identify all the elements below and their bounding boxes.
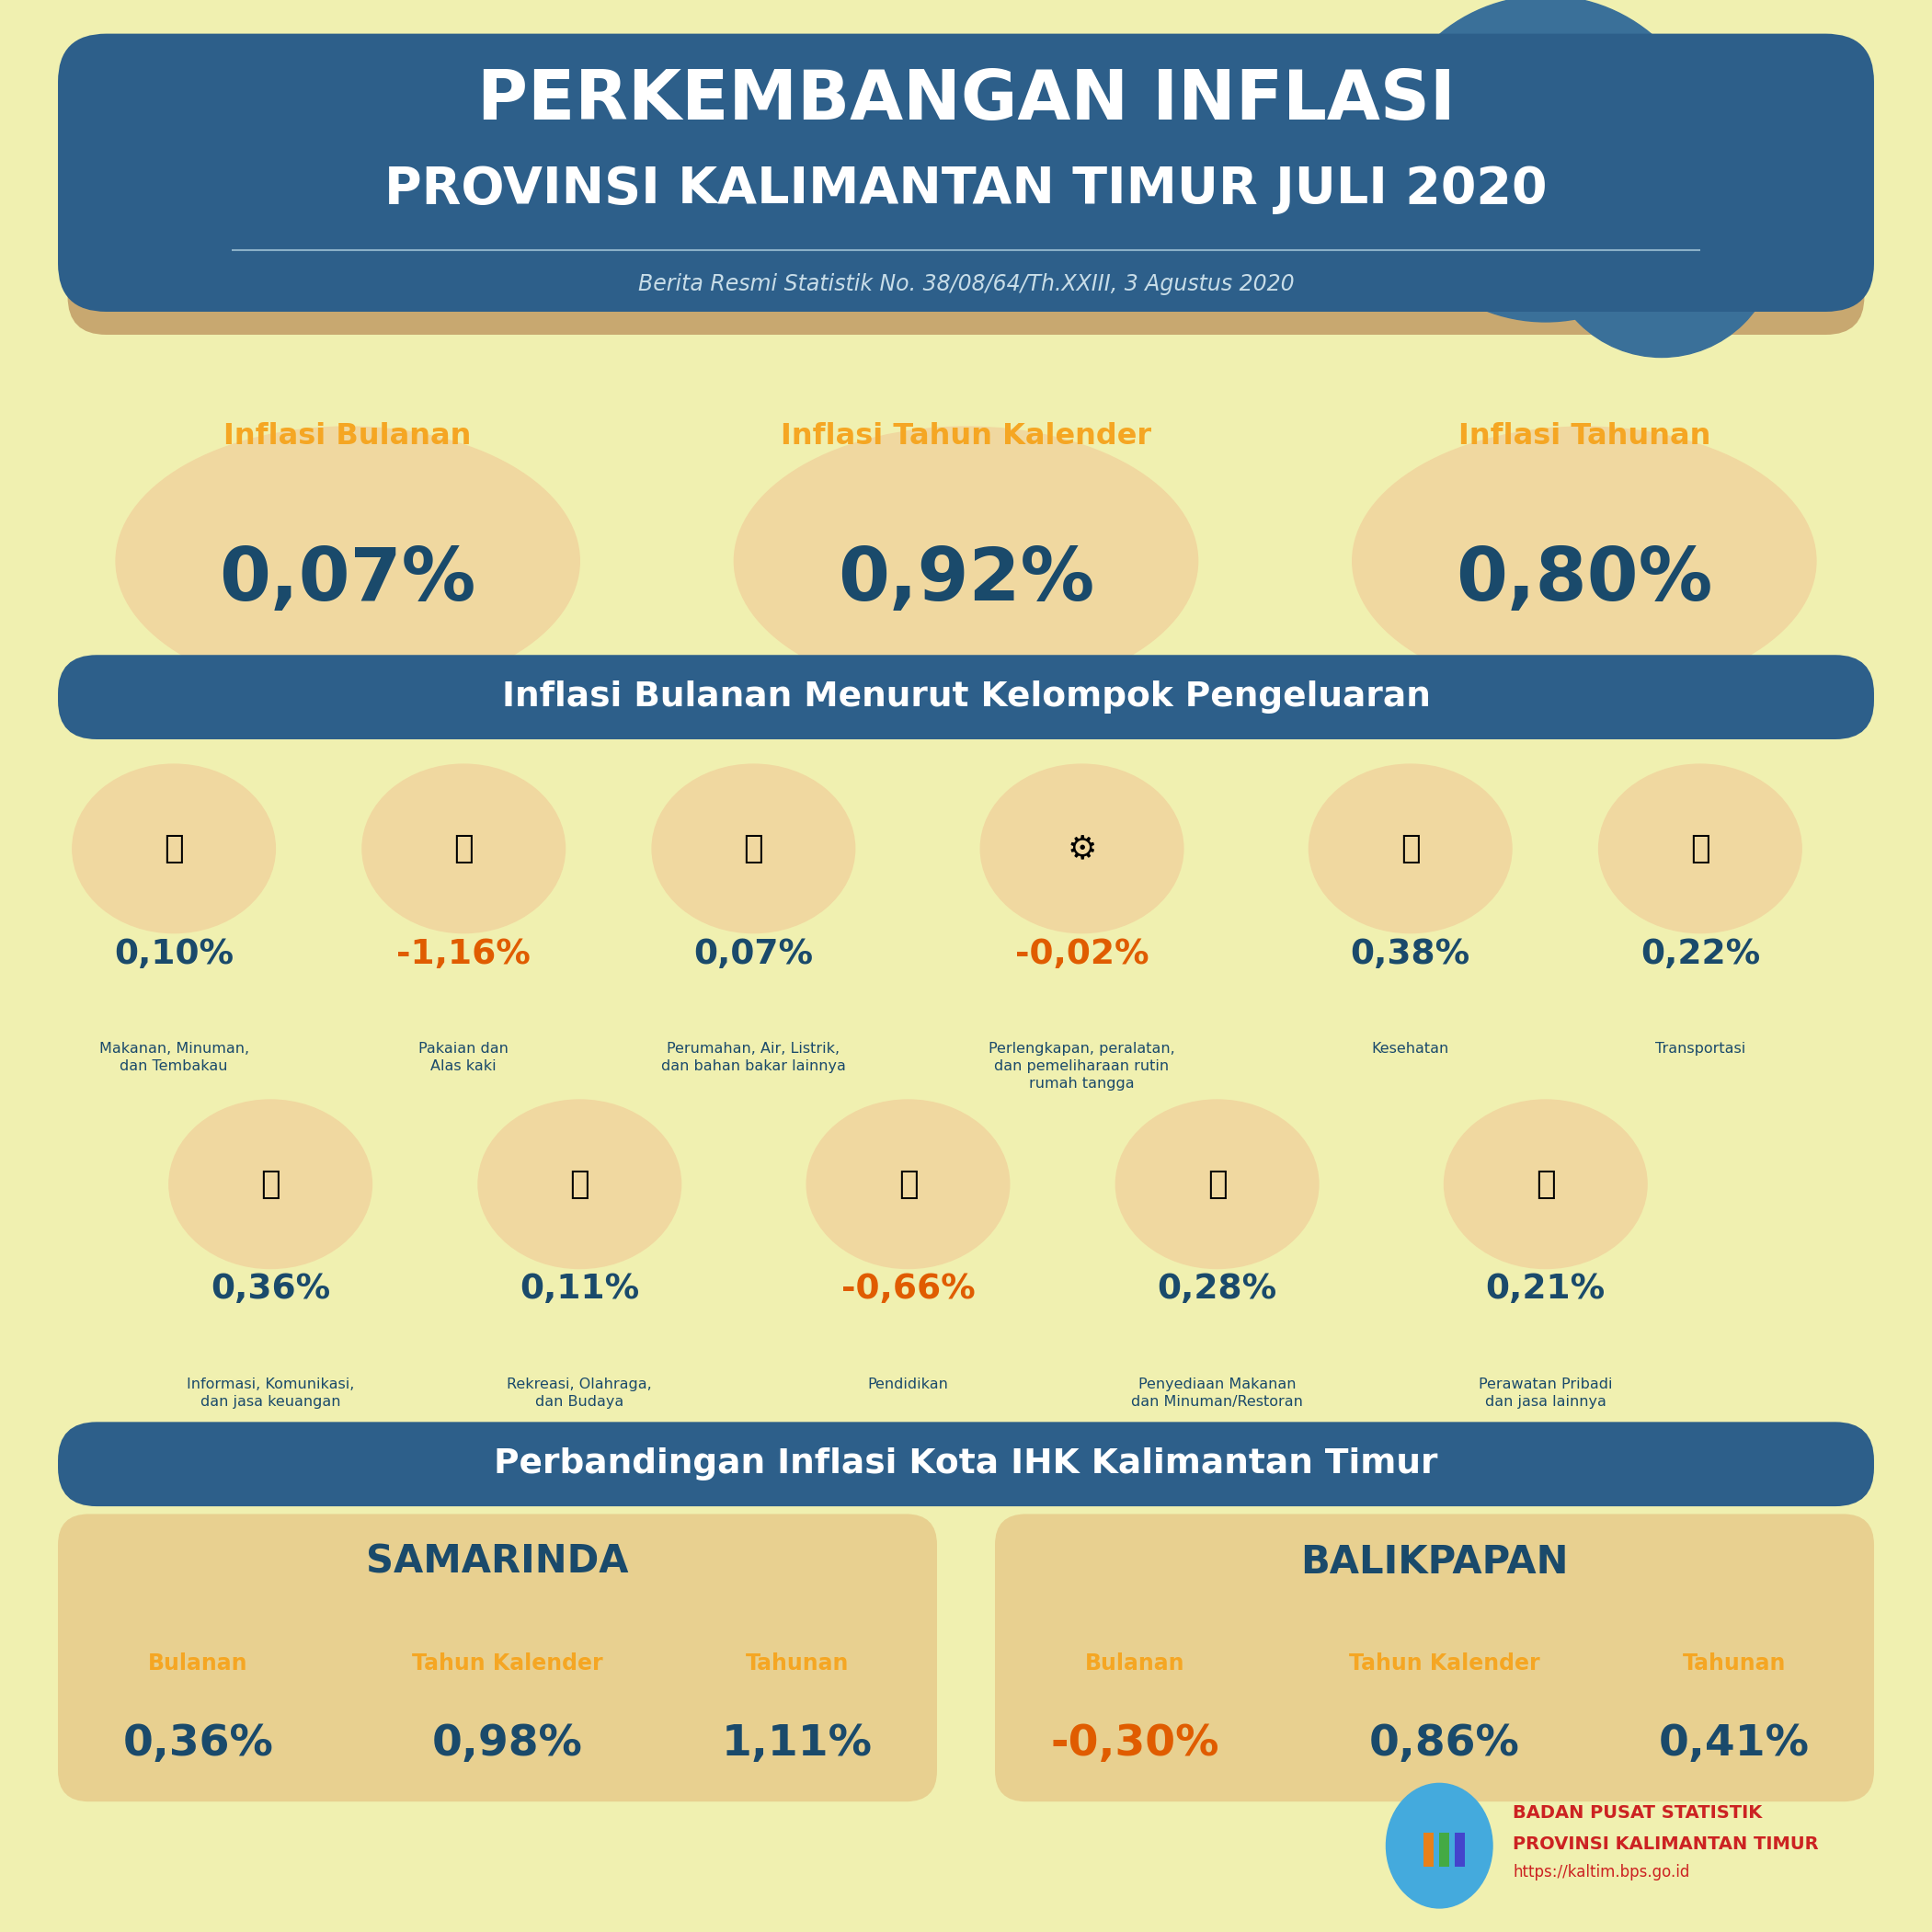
Text: -0,02%: -0,02% <box>1014 937 1150 970</box>
Text: Perawatan Pribadi
dan jasa lainnya: Perawatan Pribadi dan jasa lainnya <box>1478 1378 1613 1408</box>
Text: Berita Resmi Statistik No. 38/08/64/Th.XXIII, 3 Agustus 2020: Berita Resmi Statistik No. 38/08/64/Th.X… <box>638 272 1294 296</box>
Circle shape <box>1381 0 1710 323</box>
Text: Kesehatan: Kesehatan <box>1372 1041 1449 1057</box>
Text: Transportasi: Transportasi <box>1656 1041 1745 1057</box>
FancyBboxPatch shape <box>58 1422 1874 1507</box>
Circle shape <box>1546 128 1777 357</box>
Text: Inflasi Bulanan: Inflasi Bulanan <box>224 421 471 450</box>
Text: 0,36%: 0,36% <box>211 1273 330 1306</box>
Text: 0,38%: 0,38% <box>1350 937 1470 970</box>
Text: Inflasi Tahun Kalender: Inflasi Tahun Kalender <box>781 421 1151 450</box>
Text: 0,07%: 0,07% <box>220 545 475 616</box>
Text: Pendidikan: Pendidikan <box>867 1378 949 1391</box>
Text: -0,66%: -0,66% <box>840 1273 976 1306</box>
FancyBboxPatch shape <box>68 251 1864 334</box>
Ellipse shape <box>806 1099 1009 1269</box>
Text: Tahun Kalender: Tahun Kalender <box>412 1652 603 1675</box>
Text: BALIKPAPAN: BALIKPAPAN <box>1300 1542 1569 1580</box>
Text: 0,36%: 0,36% <box>124 1723 272 1764</box>
Text: SAMARINDA: SAMARINDA <box>367 1542 628 1580</box>
Text: Inflasi Bulanan Menurut Kelompok Pengeluaran: Inflasi Bulanan Menurut Kelompok Pengelu… <box>502 680 1430 713</box>
FancyBboxPatch shape <box>58 1515 937 1803</box>
Text: Bulanan: Bulanan <box>1086 1652 1184 1675</box>
Text: Perlengkapan, peralatan,
dan pemeliharaan rutin
rumah tangga: Perlengkapan, peralatan, dan pemeliharaa… <box>989 1041 1175 1090</box>
FancyBboxPatch shape <box>1439 1832 1449 1866</box>
Text: -1,16%: -1,16% <box>396 937 531 970</box>
Text: Makanan, Minuman,
dan Tembakau: Makanan, Minuman, dan Tembakau <box>99 1041 249 1072</box>
Ellipse shape <box>651 765 854 933</box>
Text: 0,86%: 0,86% <box>1370 1723 1519 1764</box>
Text: 0,07%: 0,07% <box>694 937 813 970</box>
Ellipse shape <box>170 1099 373 1269</box>
Text: 🏪: 🏪 <box>1208 1169 1227 1200</box>
Text: PROVINSI KALIMANTAN TIMUR JULI 2020: PROVINSI KALIMANTAN TIMUR JULI 2020 <box>384 164 1548 214</box>
Text: Informasi, Komunikasi,
dan jasa keuangan: Informasi, Komunikasi, dan jasa keuangan <box>187 1378 354 1408</box>
Text: Pakaian dan
Alas kaki: Pakaian dan Alas kaki <box>419 1041 508 1072</box>
Ellipse shape <box>1385 1783 1492 1909</box>
FancyBboxPatch shape <box>58 655 1874 740</box>
Text: Inflasi Tahunan: Inflasi Tahunan <box>1459 421 1710 450</box>
Text: 📖: 📖 <box>898 1169 918 1200</box>
Ellipse shape <box>1352 427 1816 696</box>
Text: Rekreasi, Olahraga,
dan Budaya: Rekreasi, Olahraga, dan Budaya <box>506 1378 653 1408</box>
Text: 0,28%: 0,28% <box>1157 1273 1277 1306</box>
Text: 0,41%: 0,41% <box>1658 1723 1810 1764</box>
Text: 0,21%: 0,21% <box>1486 1273 1605 1306</box>
Ellipse shape <box>363 765 564 933</box>
Text: https://kaltim.bps.go.id: https://kaltim.bps.go.id <box>1513 1864 1690 1882</box>
Text: Penyediaan Makanan
dan Minuman/Restoran: Penyediaan Makanan dan Minuman/Restoran <box>1132 1378 1302 1408</box>
Text: 🚌: 🚌 <box>1690 833 1710 864</box>
Text: 0,10%: 0,10% <box>114 937 234 970</box>
FancyBboxPatch shape <box>1424 1832 1434 1866</box>
Text: 0,22%: 0,22% <box>1640 937 1760 970</box>
Ellipse shape <box>981 765 1182 933</box>
Text: Bulanan: Bulanan <box>149 1652 247 1675</box>
Ellipse shape <box>477 1099 680 1269</box>
Text: 🏠: 🏠 <box>744 833 763 864</box>
Ellipse shape <box>1600 765 1801 933</box>
FancyBboxPatch shape <box>58 33 1874 311</box>
Text: 🍔: 🍔 <box>164 833 184 864</box>
Text: Tahunan: Tahunan <box>1683 1652 1785 1675</box>
Ellipse shape <box>73 765 274 933</box>
FancyBboxPatch shape <box>995 1515 1874 1803</box>
Text: 💆: 💆 <box>1536 1169 1555 1200</box>
Ellipse shape <box>1445 1099 1646 1269</box>
Text: PERKEMBANGAN INFLASI: PERKEMBANGAN INFLASI <box>477 68 1455 133</box>
Text: 0,11%: 0,11% <box>520 1273 639 1306</box>
Text: 🚑: 🚑 <box>1401 833 1420 864</box>
Ellipse shape <box>1310 765 1513 933</box>
Text: 0,80%: 0,80% <box>1457 545 1712 616</box>
Text: 👕: 👕 <box>454 833 473 864</box>
Text: 📱: 📱 <box>261 1169 280 1200</box>
Text: Tahunan: Tahunan <box>746 1652 848 1675</box>
Ellipse shape <box>1117 1099 1318 1269</box>
Text: Perbandingan Inflasi Kota IHK Kalimantan Timur: Perbandingan Inflasi Kota IHK Kalimantan… <box>495 1447 1437 1480</box>
Text: -0,30%: -0,30% <box>1051 1723 1219 1764</box>
Text: BADAN PUSAT STATISTIK: BADAN PUSAT STATISTIK <box>1513 1804 1762 1822</box>
FancyBboxPatch shape <box>1455 1832 1464 1866</box>
Ellipse shape <box>116 427 580 696</box>
Text: 1,11%: 1,11% <box>721 1723 873 1764</box>
Text: 0,98%: 0,98% <box>433 1723 582 1764</box>
Text: Tahun Kalender: Tahun Kalender <box>1349 1652 1540 1675</box>
Text: PROVINSI KALIMANTAN TIMUR: PROVINSI KALIMANTAN TIMUR <box>1513 1835 1818 1853</box>
Text: 🏊: 🏊 <box>570 1169 589 1200</box>
Ellipse shape <box>734 427 1198 696</box>
Text: ⚙: ⚙ <box>1066 833 1097 864</box>
Text: 0,92%: 0,92% <box>838 545 1094 616</box>
Text: Perumahan, Air, Listrik,
dan bahan bakar lainnya: Perumahan, Air, Listrik, dan bahan bakar… <box>661 1041 846 1072</box>
